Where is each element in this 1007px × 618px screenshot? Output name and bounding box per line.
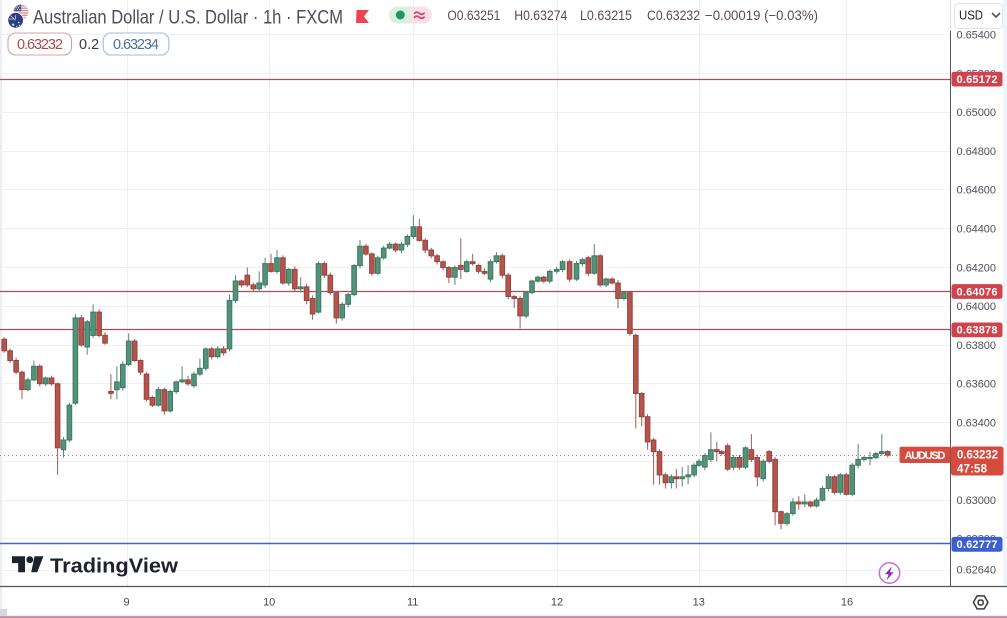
svg-text:0.65000: 0.65000 [957,107,997,119]
svg-text:L0.63215: L0.63215 [580,8,632,23]
svg-text:0.63800: 0.63800 [957,340,997,352]
svg-text:12: 12 [551,597,563,609]
svg-text:0.64076: 0.64076 [957,286,998,298]
svg-text:Australian Dollar / U.S. Dolla: Australian Dollar / U.S. Dollar · 1h · F… [33,7,343,29]
svg-text:0.63234: 0.63234 [113,37,159,53]
svg-text:11: 11 [407,597,418,609]
svg-text:0.64200: 0.64200 [957,262,997,274]
svg-text:0.65172: 0.65172 [957,74,998,86]
svg-text:0.64600: 0.64600 [957,185,997,197]
svg-text:0.63600: 0.63600 [957,379,997,391]
svg-text:0.63400: 0.63400 [957,417,997,429]
svg-text:0.64000: 0.64000 [957,301,997,313]
svg-text:0.64400: 0.64400 [957,224,997,236]
svg-text:47:58: 47:58 [957,463,988,475]
svg-text:H0.63274: H0.63274 [514,8,567,23]
svg-text:TradingView: TradingView [50,555,178,578]
svg-text:13: 13 [693,597,705,609]
svg-text:0.63232: 0.63232 [957,450,998,462]
svg-text:0.63000: 0.63000 [957,495,997,507]
svg-text:0.63232: 0.63232 [17,37,63,53]
svg-text:0.62777: 0.62777 [957,539,998,551]
svg-text:9: 9 [124,597,130,609]
svg-text:−0.00019 (−0.03%): −0.00019 (−0.03%) [705,8,818,23]
svg-text:O0.63251: O0.63251 [447,8,500,23]
svg-text:0.62640: 0.62640 [957,565,997,577]
svg-text:C0.63232: C0.63232 [647,8,700,23]
svg-text:16: 16 [841,597,853,609]
svg-text:USD: USD [959,9,983,23]
svg-text:0.65400: 0.65400 [957,30,997,42]
svg-text:0.2: 0.2 [79,37,99,53]
svg-text:10: 10 [263,597,275,609]
svg-text:AUDUSD: AUDUSD [905,450,946,462]
svg-text:0.63878: 0.63878 [957,325,998,337]
svg-text:0.64800: 0.64800 [957,146,997,158]
